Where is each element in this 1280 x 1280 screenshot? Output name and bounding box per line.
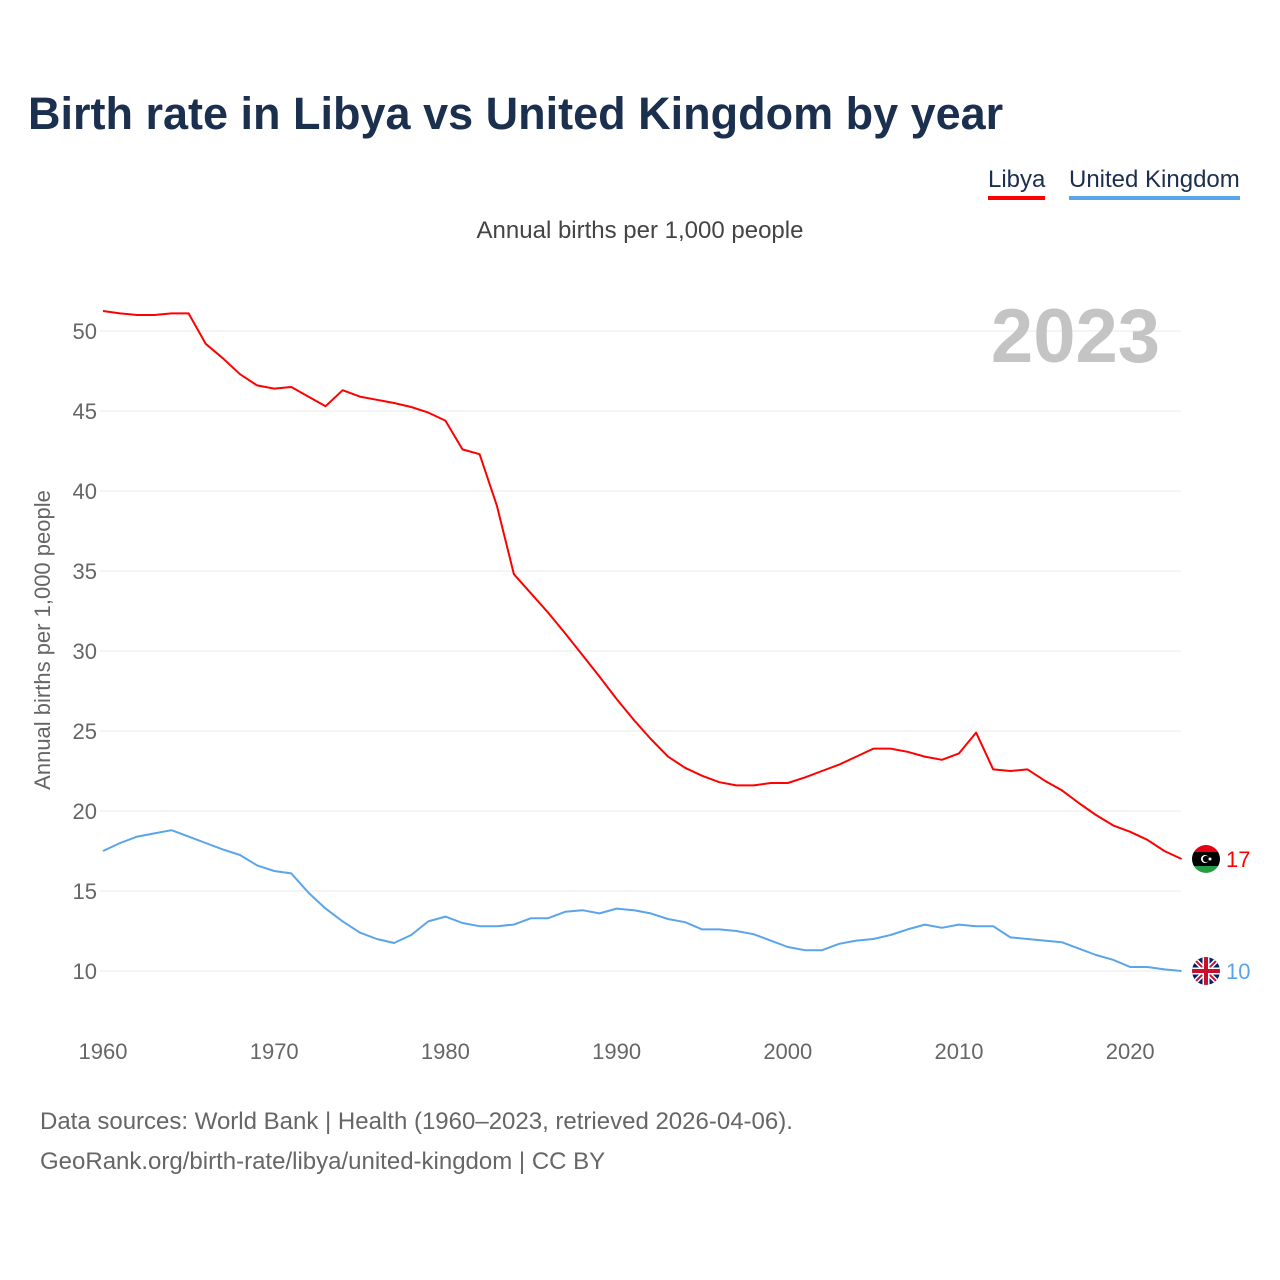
end-value-label: 17 (1226, 847, 1250, 872)
series-line-united-kingdom (102, 829, 1182, 972)
flag-stripe (1192, 866, 1220, 873)
y-tick-label: 45 (73, 399, 97, 424)
data-source-note: Data sources: World Bank | Health (1960–… (40, 1108, 793, 1135)
y-tick-label: 35 (73, 559, 97, 584)
series-line-libya (102, 310, 1183, 860)
libya-flag-icon (1192, 845, 1220, 873)
year-label: 2023 (991, 294, 1160, 379)
x-tick-label: 1980 (421, 1039, 470, 1064)
end-value-label: 10 (1226, 959, 1250, 984)
y-tick-label: 10 (73, 959, 97, 984)
flag-cross (1192, 957, 1220, 985)
x-tick-label: 2000 (763, 1039, 812, 1064)
flag-crescent (1202, 855, 1210, 863)
y-tick-label: 20 (73, 799, 97, 824)
flag-stripe (1192, 845, 1220, 852)
y-tick-label: 30 (73, 639, 97, 664)
y-tick-label: 25 (73, 719, 97, 744)
y-axis-title: Annual births per 1,000 people (30, 490, 55, 790)
chart-title: Birth rate in Libya vs United Kingdom by… (28, 88, 1004, 139)
y-tick-label: 40 (73, 479, 97, 504)
x-tick-label: 1970 (250, 1039, 299, 1064)
chart-subtitle: Annual births per 1,000 people (476, 217, 804, 244)
legend-item-united-kingdom[interactable]: United Kingdom (1069, 166, 1240, 200)
y-tick-label: 15 (73, 879, 97, 904)
x-tick-label: 1990 (592, 1039, 641, 1064)
y-tick-label: 50 (73, 319, 97, 344)
source-link[interactable]: GeoRank.org/birth-rate/libya/united-king… (40, 1148, 606, 1175)
x-tick-label: 1960 (79, 1039, 128, 1064)
flag-star (1208, 857, 1212, 861)
legend-item-libya[interactable]: Libya (988, 166, 1046, 200)
x-tick-label: 2020 (1106, 1039, 1155, 1064)
uk-flag-icon (1192, 957, 1220, 985)
x-tick-label: 2010 (935, 1039, 984, 1064)
